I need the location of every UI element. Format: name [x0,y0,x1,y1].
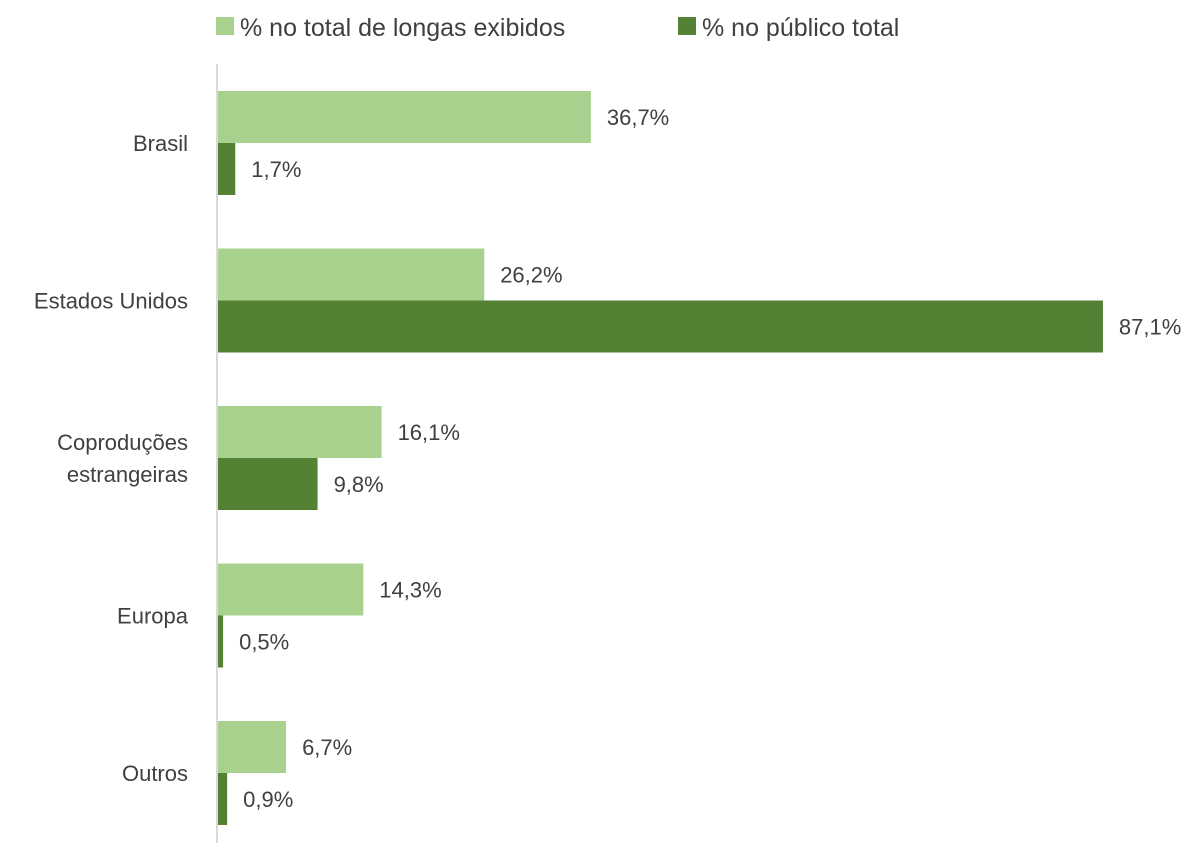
legend-swatch-light-green [216,17,234,35]
category-label: Coproduções [57,430,188,455]
legend-label-total-longas: % no total de longas exibidos [240,14,565,42]
data-label: 36,7% [607,105,669,130]
data-label: 87,1% [1119,315,1181,340]
legend-swatch-dark-green [678,17,696,35]
bar-publico-total [218,773,228,825]
data-label: 14,3% [379,578,441,603]
bar-publico-total [218,143,236,195]
bar-longas-exibidos [218,406,382,458]
data-label: 1,7% [251,157,301,182]
category-label: Estados Unidos [34,289,188,314]
plot-area: Brasil 36,7% 1,7% Estados Unidos 26,2% 87,1% C… [34,91,1181,825]
bar-longas-exibidos [218,721,287,773]
bar-longas-exibidos [218,248,485,301]
category-label: Europa [117,604,189,629]
data-label: 0,5% [239,630,289,655]
category-label: Brasil [133,131,188,156]
bar-longas-exibidos [218,563,364,616]
legend-label-publico-total: % no público total [702,14,899,42]
legend: % no total de longas exibidos % no públi… [216,14,899,42]
data-label: 6,7% [302,735,352,760]
data-label: 0,9% [243,787,293,812]
data-label: 16,1% [398,420,460,445]
bar-publico-total [218,615,224,668]
category-label: estrangeiras [67,462,188,487]
bar-longas-exibidos [218,91,591,143]
data-label: 26,2% [500,263,562,288]
data-label: 9,8% [334,472,384,497]
category-label: Outros [122,761,188,786]
bar-publico-total [218,458,318,510]
bar-publico-total [218,300,1103,353]
